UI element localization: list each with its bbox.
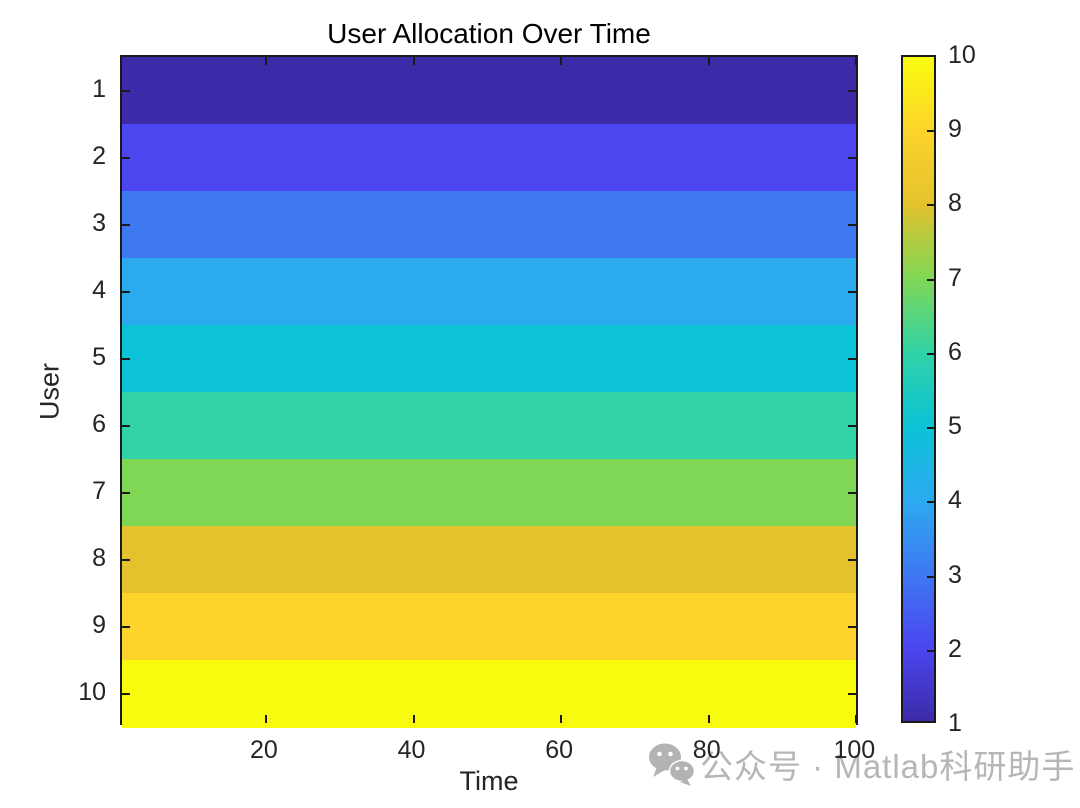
y-tick-mark <box>848 558 856 561</box>
chart-title: User Allocation Over Time <box>327 18 651 49</box>
x-tick-mark <box>707 57 710 65</box>
x-tick-mark <box>264 715 267 723</box>
x-tick-label-20: 20 <box>250 736 278 764</box>
heatmap-band-user-2 <box>122 124 856 192</box>
x-axis-label: Time <box>459 766 519 796</box>
heatmap-band-user-10 <box>122 660 856 728</box>
wechat-icon <box>649 743 696 786</box>
colorbar-tick-label-5: 5 <box>948 412 962 441</box>
x-tick-mark <box>560 715 563 723</box>
y-tick-mark <box>122 156 130 159</box>
y-tick-mark <box>848 357 856 360</box>
y-tick-label-2: 2 <box>92 141 106 170</box>
heatmap-band-user-5 <box>122 325 856 393</box>
y-tick-label-5: 5 <box>92 342 106 371</box>
y-tick-mark <box>122 424 130 427</box>
heatmap-band-user-6 <box>122 392 856 460</box>
colorbar-tick-label-7: 7 <box>948 263 962 292</box>
y-tick-mark <box>122 491 130 494</box>
y-tick-mark <box>122 558 130 561</box>
colorbar-tick-mark <box>927 501 934 504</box>
y-tick-label-10: 10 <box>78 677 106 706</box>
x-tick-mark <box>707 715 710 723</box>
x-tick-label-80: 80 <box>692 736 721 764</box>
x-tick-mark <box>855 715 858 723</box>
x-tick-mark <box>412 57 415 65</box>
colorbar-tick-label-8: 8 <box>948 189 962 218</box>
heatmap-band-user-8 <box>122 526 856 594</box>
colorbar-tick-mark <box>927 352 934 355</box>
heatmap-band-user-9 <box>122 593 856 661</box>
y-tick-mark <box>848 491 856 494</box>
x-tick-label-60: 60 <box>545 736 574 764</box>
colorbar-tick-label-4: 4 <box>948 486 962 515</box>
y-tick-mark <box>122 625 130 628</box>
y-tick-label-7: 7 <box>92 476 106 505</box>
heatmap-plot <box>120 55 858 728</box>
y-tick-mark <box>122 357 130 360</box>
colorbar <box>901 55 936 723</box>
y-tick-label-6: 6 <box>92 409 106 438</box>
colorbar-tick-mark <box>927 204 934 207</box>
y-tick-mark <box>122 692 130 695</box>
colorbar-tick-label-10: 10 <box>948 41 976 69</box>
colorbar-tick-label-2: 2 <box>948 634 962 663</box>
y-tick-mark <box>848 89 856 92</box>
colorbar-tick-mark <box>927 130 934 133</box>
colorbar-tick-label-9: 9 <box>948 115 962 144</box>
x-tick-mark <box>412 715 415 723</box>
y-tick-mark <box>848 424 856 427</box>
x-tick-mark <box>855 57 858 65</box>
heatmap-band-user-3 <box>122 191 856 259</box>
watermark-text: 公众号 · Matlab科研助手 <box>700 748 1076 785</box>
y-tick-mark <box>122 290 130 293</box>
heatmap-bands <box>122 57 856 728</box>
x-tick-mark <box>560 57 563 65</box>
y-tick-mark <box>848 290 856 293</box>
x-tick-mark <box>264 57 267 65</box>
heatmap-band-user-4 <box>122 258 856 326</box>
y-tick-label-1: 1 <box>92 74 106 103</box>
heatmap-band-user-1 <box>122 57 856 125</box>
y-tick-mark <box>848 156 856 159</box>
y-tick-label-4: 4 <box>92 275 106 304</box>
heatmap-band-user-7 <box>122 459 856 527</box>
y-tick-mark <box>122 89 130 92</box>
x-tick-label-40: 40 <box>397 736 426 764</box>
y-tick-label-8: 8 <box>92 543 106 572</box>
y-tick-mark <box>848 625 856 628</box>
x-tick-label-100: 100 <box>833 736 876 764</box>
watermark: 公众号 · Matlab科研助手 <box>646 740 1075 788</box>
y-tick-mark <box>848 692 856 695</box>
colorbar-tick-mark <box>927 649 934 652</box>
y-tick-mark <box>122 223 130 226</box>
colorbar-tick-mark <box>927 427 934 430</box>
colorbar-tick-label-1: 1 <box>948 709 962 737</box>
colorbar-tick-mark <box>927 278 934 281</box>
y-tick-mark <box>848 223 856 226</box>
colorbar-tick-label-3: 3 <box>948 560 962 589</box>
colorbar-tick-mark <box>927 575 934 578</box>
y-tick-label-3: 3 <box>92 208 106 237</box>
colorbar-tick-label-6: 6 <box>948 337 962 366</box>
y-tick-label-9: 9 <box>92 610 106 639</box>
